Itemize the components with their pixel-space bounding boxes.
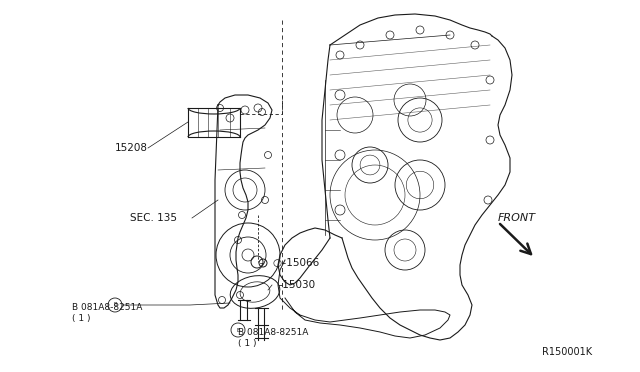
Text: FRONT: FRONT [498,213,536,223]
Text: –15030: –15030 [278,280,316,290]
Text: ○–15066: ○–15066 [272,258,319,268]
Text: B: B [113,302,117,308]
Text: 15208: 15208 [115,143,148,153]
Text: B 081A8-8251A
( 1 ): B 081A8-8251A ( 1 ) [238,328,308,348]
Text: R150001K: R150001K [542,347,592,357]
Text: B 081A8-8251A
( 1 ): B 081A8-8251A ( 1 ) [72,303,142,323]
Text: B: B [236,327,240,333]
Text: SEC. 135: SEC. 135 [130,213,177,223]
